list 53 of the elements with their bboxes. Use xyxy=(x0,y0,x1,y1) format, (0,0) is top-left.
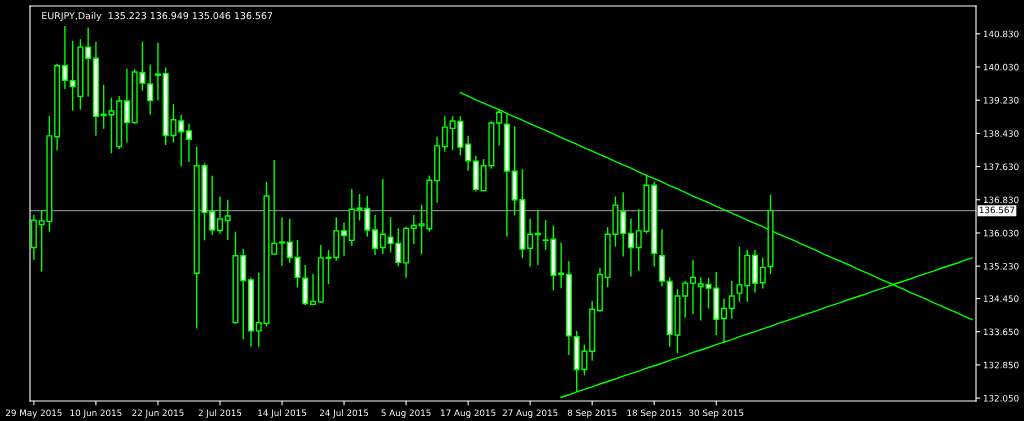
x-tick-label: 8 Sep 2015 xyxy=(567,409,617,418)
candlestick xyxy=(410,214,417,245)
candlestick xyxy=(728,280,735,320)
text: EURJPY,Daily 135.223 136.949 135.046 136.567 xyxy=(42,11,273,22)
candlestick xyxy=(85,26,92,98)
x-tick-label: 24 Jul 2015 xyxy=(319,409,369,418)
candlestick xyxy=(341,221,348,257)
candlestick xyxy=(689,259,696,315)
candlestick xyxy=(620,191,627,258)
y-tick-label: 133.650 xyxy=(983,328,1019,336)
candlestick xyxy=(441,115,448,153)
candlestick xyxy=(527,217,534,268)
y-tick-label: 140.830 xyxy=(983,30,1019,38)
x-tick-label: 2 Jul 2015 xyxy=(198,409,242,418)
candlestick xyxy=(61,25,68,90)
candlestick xyxy=(147,63,154,116)
y-tick-label: 132.850 xyxy=(983,361,1019,369)
y-tick-label: 134.450 xyxy=(983,295,1019,302)
y-tick-label: 136.830 xyxy=(983,196,1019,204)
x-tick-label: 29 May 2015 xyxy=(5,409,62,418)
x-tick-label: 17 Aug 2015 xyxy=(441,409,496,418)
y-tick-label: 135.230 xyxy=(983,262,1019,270)
y-tick-label: 138.430 xyxy=(983,130,1019,137)
x-tick-label: 30 Sep 2015 xyxy=(689,409,744,418)
candlestick xyxy=(216,195,223,235)
x-tick-label: 5 Aug 2015 xyxy=(381,409,431,418)
y-tick-label: 136.030 xyxy=(983,229,1019,237)
x-tick-label: 14 Jul 2015 xyxy=(258,409,307,418)
candlestick xyxy=(178,114,185,168)
y-tick-label: 137.630 xyxy=(983,163,1019,171)
candlestick xyxy=(185,123,192,163)
candlestick xyxy=(720,297,728,344)
x-tick-label: 10 Jun 2015 xyxy=(70,409,122,418)
candlestick xyxy=(372,214,379,256)
ref-line-label: 136.567 xyxy=(979,206,1015,214)
candlestick xyxy=(759,256,766,290)
y-tick-label: 140.030 xyxy=(983,63,1019,71)
candlestick xyxy=(627,217,634,278)
candlestick xyxy=(682,280,689,319)
candlestick xyxy=(209,175,216,236)
x-tick-label: 18 Sep 2015 xyxy=(627,409,682,418)
candlestick xyxy=(278,216,286,267)
candlestick xyxy=(379,178,386,255)
candlestick xyxy=(154,41,161,102)
candlestick xyxy=(465,135,472,172)
y-tick-label: 139.230 xyxy=(983,97,1019,104)
x-tick-label: 27 Aug 2015 xyxy=(502,409,558,418)
y-tick-label: 132.050 xyxy=(983,394,1019,402)
x-tick-label: 22 Jun 2015 xyxy=(132,409,184,418)
candlestick xyxy=(310,273,317,306)
candlestick xyxy=(496,109,503,147)
candlestick xyxy=(123,67,130,144)
candlestick xyxy=(224,199,231,241)
